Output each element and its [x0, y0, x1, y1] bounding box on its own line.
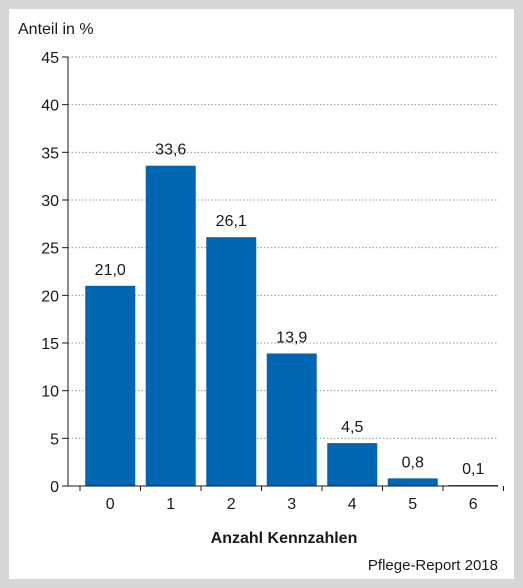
bar-4 — [327, 443, 378, 486]
bar-5 — [387, 478, 438, 486]
y-tick-label: 30 — [41, 193, 59, 210]
y-tick-label: 35 — [41, 145, 59, 162]
value-label: 0,8 — [402, 454, 424, 471]
value-label: 21,0 — [95, 262, 126, 279]
value-label: 26,1 — [216, 213, 247, 230]
value-label: 0,1 — [462, 461, 484, 478]
x-tick-label: 3 — [287, 496, 296, 513]
value-label: 33,6 — [155, 142, 186, 159]
bar-1 — [145, 165, 196, 486]
x-tick-label: 5 — [408, 496, 417, 513]
bars — [85, 165, 499, 486]
y-tick-label: 20 — [41, 288, 59, 305]
x-tick-label: 0 — [106, 496, 115, 513]
y-tick-label: 15 — [41, 336, 59, 353]
x-ticks: 0 1 2 3 4 5 6 — [79, 486, 504, 513]
value-label: 4,5 — [341, 419, 363, 436]
x-tick-label: 4 — [348, 496, 357, 513]
y-tick-label: 45 — [41, 50, 59, 67]
y-tick-label: 0 — [50, 479, 59, 496]
y-tick-label: 5 — [50, 431, 59, 448]
bar-0 — [85, 285, 136, 486]
y-tick-label: 40 — [41, 98, 59, 115]
value-label: 13,9 — [276, 329, 307, 346]
y-tick-label: 25 — [41, 241, 59, 258]
source-note: Pflege-Report 2018 — [368, 557, 498, 574]
y-tick-label: 10 — [41, 384, 59, 401]
x-tick-label: 6 — [469, 496, 478, 513]
bar-3 — [266, 353, 317, 486]
bar-2 — [206, 237, 257, 486]
x-tick-label: 2 — [227, 496, 236, 513]
y-ticks: 0 5 10 15 20 25 30 35 40 45 — [41, 50, 498, 496]
y-axis-label: Anteil in % — [18, 21, 94, 38]
value-labels: 21,0 33,6 26,1 13,9 4,5 0,8 0,1 — [95, 142, 485, 478]
x-axis-label: Anzahl Kennzahlen — [211, 530, 358, 547]
x-tick-label: 1 — [166, 496, 175, 513]
